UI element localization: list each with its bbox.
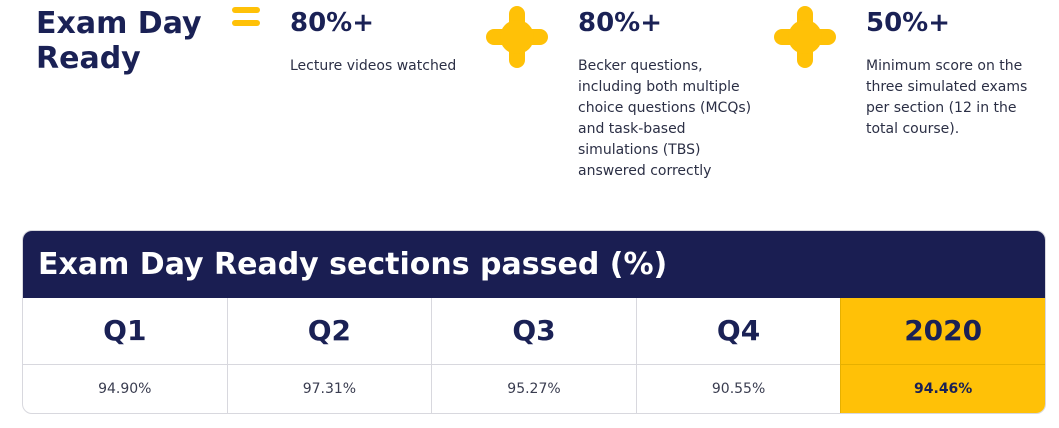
column-value: 94.46%: [914, 381, 973, 397]
page-title: Exam Day Ready: [36, 6, 216, 76]
criterion-simulated-exams: 50%+ Minimum score on the three simulate…: [866, 8, 1036, 140]
column-2020: 2020 94.46%: [840, 298, 1045, 413]
criterion-value: 80%+: [578, 8, 663, 38]
title-line-2: Ready: [36, 41, 141, 76]
criterion-description: Minimum score on the three simulated exa…: [866, 58, 1028, 137]
title-line-1: Exam Day: [36, 6, 202, 41]
column-header: Q2: [227, 298, 432, 365]
column-value: 90.55%: [711, 381, 766, 397]
plus-icon: [486, 6, 548, 68]
column-q4: Q4 90.55%: [635, 298, 841, 413]
column-value: 97.31%: [302, 381, 357, 397]
column-q3: Q3 95.27%: [431, 298, 636, 413]
column-q1: Q1 94.90%: [23, 298, 227, 413]
column-value: 94.90%: [98, 381, 152, 397]
table-title: Exam Day Ready sections passed (%): [23, 231, 1045, 298]
column-header: Q4: [636, 298, 841, 365]
column-header: 2020: [841, 298, 1045, 365]
plus-icon: [774, 6, 836, 68]
criterion-value: 80%+: [290, 8, 375, 38]
equals-icon: [232, 7, 260, 27]
criterion-description: Becker questions, including both multipl…: [578, 58, 752, 179]
column-header: Q3: [432, 298, 636, 365]
criterion-description: Lecture videos watched: [290, 58, 457, 74]
column-q2: Q2 97.31%: [226, 298, 432, 413]
criterion-value: 50%+: [866, 8, 951, 38]
column-header: Q1: [23, 298, 227, 365]
column-value: 95.27%: [507, 381, 561, 397]
table-row: Q1 94.90% Q2 97.31% Q3 95.27% Q4 90.55% …: [23, 298, 1045, 413]
results-table: Exam Day Ready sections passed (%) Q1 94…: [22, 230, 1046, 414]
criterion-lectures: 80%+ Lecture videos watched: [290, 8, 480, 77]
criterion-questions: 80%+ Becker questions, including both mu…: [578, 8, 758, 182]
